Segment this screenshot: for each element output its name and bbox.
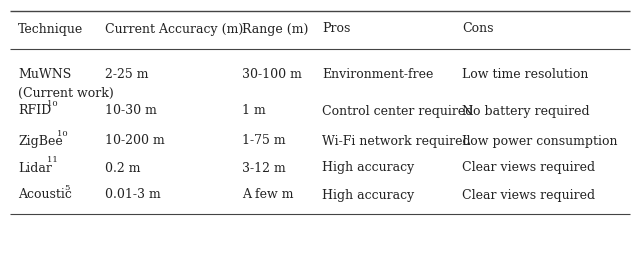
Text: (Current work): (Current work) (18, 86, 114, 99)
Text: Cons: Cons (462, 22, 493, 36)
Text: Clear views required: Clear views required (462, 162, 595, 175)
Text: Current Accuracy (m): Current Accuracy (m) (105, 22, 243, 36)
Text: A few m: A few m (242, 189, 294, 202)
Text: Technique: Technique (18, 22, 83, 36)
Text: Lidar: Lidar (18, 162, 52, 175)
Text: ZigBee: ZigBee (18, 134, 63, 147)
Text: 0.01-3 m: 0.01-3 m (105, 189, 161, 202)
Text: 11: 11 (47, 156, 58, 164)
Text: Low time resolution: Low time resolution (462, 67, 588, 80)
Text: Pros: Pros (322, 22, 350, 36)
Text: Control center required: Control center required (322, 105, 474, 118)
Text: Clear views required: Clear views required (462, 189, 595, 202)
Text: 1-75 m: 1-75 m (242, 134, 285, 147)
Text: RFID: RFID (18, 105, 51, 118)
Text: 10: 10 (58, 130, 68, 137)
Text: High accuracy: High accuracy (322, 162, 414, 175)
Text: 0.2 m: 0.2 m (105, 162, 141, 175)
Text: 30-100 m: 30-100 m (242, 67, 302, 80)
Text: 10-30 m: 10-30 m (105, 105, 157, 118)
Text: MuWNS: MuWNS (18, 67, 71, 80)
Text: Acoustic: Acoustic (18, 189, 72, 202)
Text: 10-200 m: 10-200 m (105, 134, 164, 147)
Text: 3-12 m: 3-12 m (242, 162, 285, 175)
Text: No battery required: No battery required (462, 105, 589, 118)
Text: 2-25 m: 2-25 m (105, 67, 148, 80)
Text: Low power consumption: Low power consumption (462, 134, 618, 147)
Text: Wi-Fi network required: Wi-Fi network required (322, 134, 470, 147)
Text: 5: 5 (65, 183, 70, 192)
Text: Range (m): Range (m) (242, 22, 308, 36)
Text: Environment-free: Environment-free (322, 67, 433, 80)
Text: 1 m: 1 m (242, 105, 266, 118)
Text: High accuracy: High accuracy (322, 189, 414, 202)
Text: 10: 10 (47, 99, 57, 108)
